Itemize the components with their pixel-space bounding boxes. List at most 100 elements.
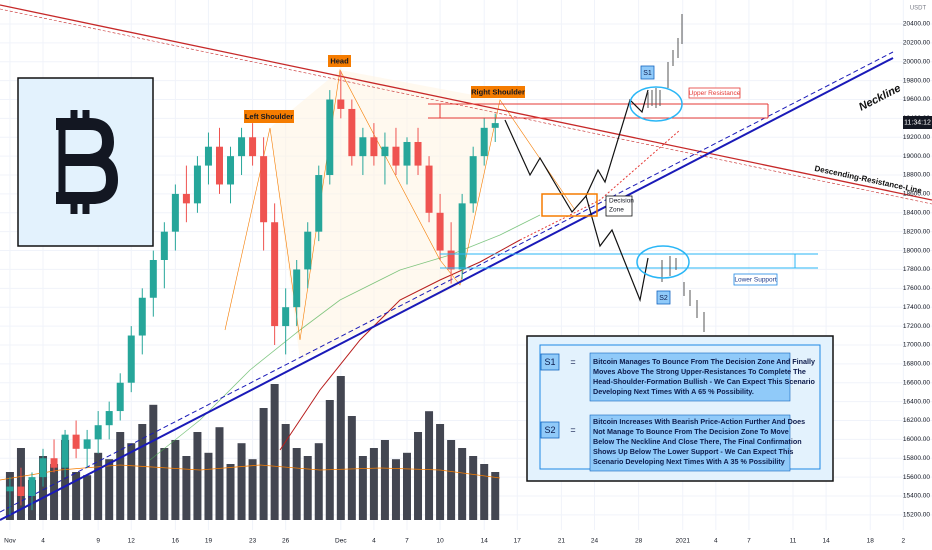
bitcoin-logo	[17, 77, 154, 247]
volume-bar	[469, 456, 478, 520]
x-tick-label: 26	[282, 538, 290, 545]
info-s1-sign: =	[570, 357, 575, 367]
volume-layer	[5, 376, 500, 520]
y-tick-label: 16800.00	[903, 361, 930, 368]
x-tick-label: 2021	[675, 538, 690, 545]
x-tick-label: 4	[714, 538, 718, 545]
candle-body	[337, 99, 345, 109]
volume-bar	[380, 440, 389, 520]
left-shoulder-label: Left Shoulder	[245, 112, 293, 121]
upper-resistance-box	[688, 87, 741, 99]
x-tick-label: 21	[558, 538, 566, 545]
volume-bar	[336, 376, 345, 520]
volume-bar	[325, 400, 334, 520]
info-s2-panel	[589, 414, 791, 472]
candle-body	[480, 127, 488, 157]
s2-ellipse	[636, 245, 690, 279]
candle-body	[182, 193, 190, 204]
y-tick-label: 17200.00	[903, 323, 930, 330]
y-tick-label: 18400.00	[903, 210, 930, 217]
info-paragraph-line: Not Manage To Bounce From The Decision Z…	[593, 427, 789, 436]
time-tag: 11:34:12	[904, 119, 931, 126]
volume-bar	[72, 472, 81, 520]
y-tick-label: 17800.00	[903, 266, 930, 273]
ma-red-projection	[519, 129, 681, 241]
candle-body	[469, 156, 477, 204]
y-tick-label: 19600.00	[903, 96, 930, 103]
info-s2-box	[540, 421, 560, 439]
x-tick-label: 16	[172, 538, 180, 545]
volume-bar	[458, 448, 467, 520]
right-shoulder-box	[471, 86, 525, 98]
s2-label: S2	[659, 295, 668, 302]
candle-body	[6, 486, 14, 492]
volume-bar	[314, 443, 323, 520]
candle-body	[293, 269, 301, 308]
y-tick-label: 16600.00	[903, 379, 930, 386]
candle-body	[94, 425, 102, 440]
y-tick-label: 16000.00	[903, 436, 930, 443]
volume-bar	[281, 424, 290, 520]
x-tick-label: 28	[635, 538, 643, 545]
info-s1-box	[540, 353, 560, 371]
info-paragraph-line: Below The Neckline And Close There, The …	[593, 437, 802, 446]
candle-body	[171, 193, 179, 232]
x-tick-label: 14	[822, 538, 830, 545]
s1-label: S1	[643, 70, 652, 77]
volume-bar	[292, 448, 301, 520]
candle-body	[61, 434, 69, 468]
y-tick-label: 17400.00	[903, 304, 930, 311]
volume-bar	[402, 452, 411, 520]
time-tag-box	[903, 116, 932, 129]
volume-bar	[39, 456, 48, 520]
volume-bar	[391, 459, 400, 520]
decision-zone-label: Zone	[609, 207, 624, 214]
x-tick-label: 23	[249, 538, 257, 545]
y-tick-label: 15600.00	[903, 474, 930, 481]
y-tick-label: 16400.00	[903, 398, 930, 405]
volume-bar	[127, 443, 136, 520]
volume-bar	[358, 456, 367, 520]
info-paragraph-line: Shows Up Below The Lower Support - We Ca…	[593, 447, 793, 456]
candle-body	[193, 165, 201, 204]
y-tick-label: 18000.00	[903, 247, 930, 254]
head-box	[328, 55, 351, 67]
x-tick-label: 4	[41, 538, 45, 545]
volume-bar	[425, 411, 434, 520]
decision-zone-label: Decision	[609, 198, 634, 205]
lower-support-zone	[440, 253, 818, 269]
volume-bar	[237, 443, 246, 520]
y-tick-label: 20400.00	[903, 21, 930, 28]
x-tick-label: 7	[747, 538, 751, 545]
quote-label: USDT	[910, 6, 927, 12]
volume-bar	[61, 440, 70, 520]
x-tick-label: 18	[867, 538, 875, 545]
volume-bar	[248, 459, 257, 520]
candle-body	[425, 165, 433, 213]
candle-body	[160, 231, 168, 260]
candle-body	[326, 99, 334, 176]
neckline	[0, 57, 894, 521]
x-tick-label: Dec	[335, 538, 347, 545]
logo-b	[56, 118, 118, 204]
info-paragraph-line: Moves Above The Strong Upper-Resistances…	[593, 367, 806, 376]
y-tick-label: 19000.00	[903, 153, 930, 160]
volume-bar	[491, 472, 500, 520]
candle-body	[491, 123, 499, 128]
candle-body	[17, 486, 25, 497]
x-tick-label: 4	[372, 538, 376, 545]
candle-body	[370, 137, 378, 157]
candles	[6, 71, 499, 515]
info-s1-tag: S1	[544, 357, 555, 367]
candle-body	[249, 137, 257, 157]
candle-body	[204, 146, 212, 166]
info-s1-panel	[589, 352, 791, 402]
candle-body	[315, 175, 323, 232]
x-tick-label: 17	[514, 538, 522, 545]
y-tick-label: 19800.00	[903, 77, 930, 84]
x-tick-label: Nov	[4, 538, 16, 545]
ma-green	[149, 214, 541, 461]
y-tick-label: 15400.00	[903, 493, 930, 500]
candle-body	[436, 212, 444, 251]
